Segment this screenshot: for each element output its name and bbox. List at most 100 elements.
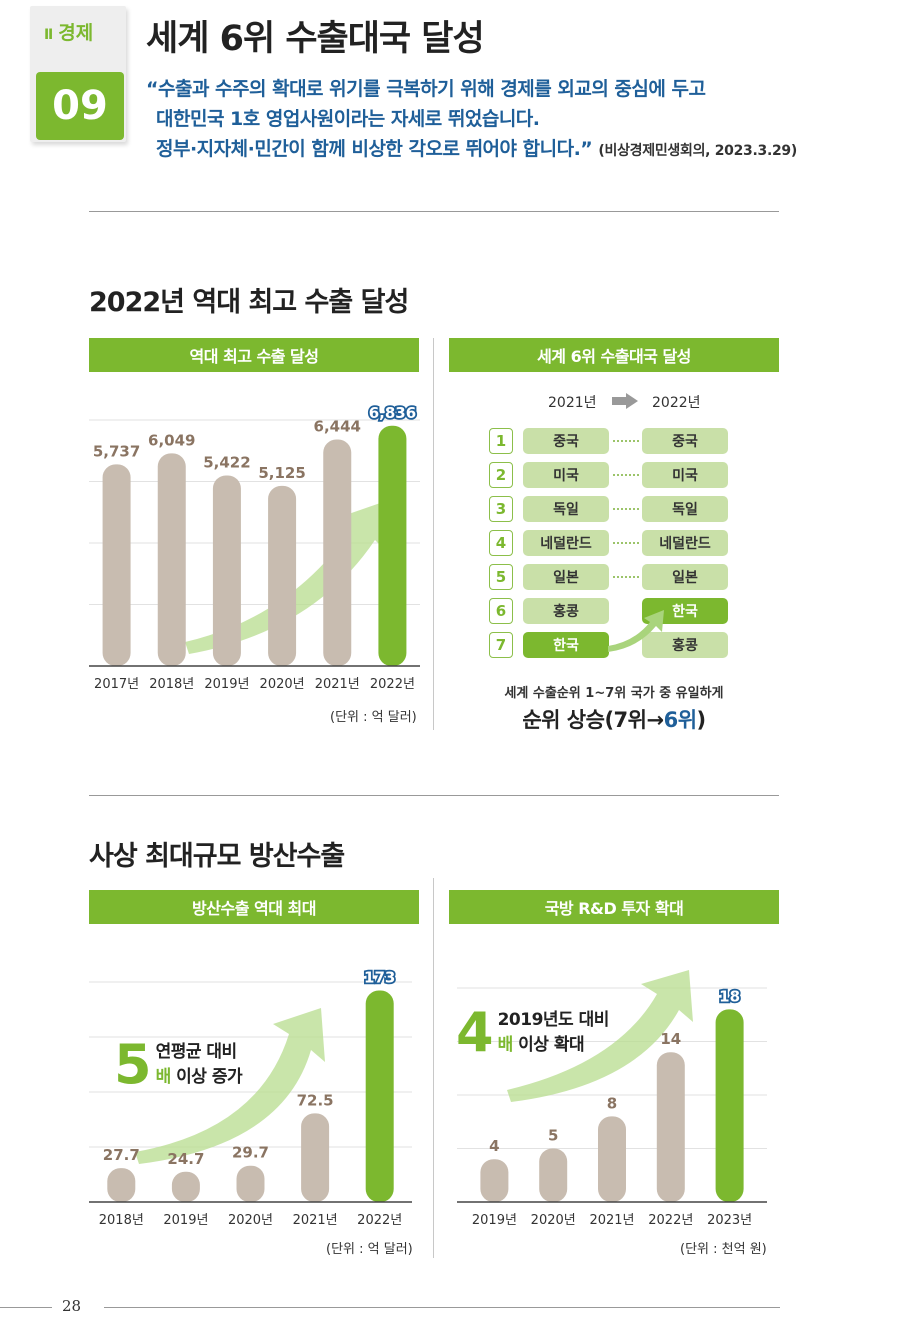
- export-bar-chart: 5,737 2017년 6,049 2018년 5,422 2019년 5,125 2020년…: [89, 402, 420, 692]
- export-panel-header: 역대 최고 수출 달성: [89, 338, 419, 372]
- export-unit: (단위 : 억 달러): [330, 710, 417, 725]
- bar: [323, 439, 352, 666]
- quote-line-1: “수출과 수주의 확대로 위기를 극복하기 위해 경제를 외교의 중심에 두고: [146, 78, 706, 100]
- rank-2021-item: 중국: [523, 428, 609, 454]
- bar-value-label: 18: [719, 987, 740, 1005]
- bar: [378, 425, 407, 666]
- rank-number: 2: [489, 462, 513, 488]
- rank-2022-item: 홍콩: [642, 632, 728, 658]
- defense-callout-number: 5: [114, 1033, 152, 1096]
- page-number: 28: [62, 1297, 82, 1315]
- bar-value-label: 6,444: [314, 418, 361, 436]
- rank-2021-item: 네덜란드: [523, 530, 609, 556]
- rank-2021-item: 일본: [523, 564, 609, 590]
- chapter-number: 09: [36, 72, 124, 140]
- category-label: 2023년: [707, 1213, 752, 1228]
- category-label: 2020년: [531, 1213, 576, 1228]
- bar-value-label: 5,737: [93, 442, 140, 460]
- quote-line-3-text: 정부·지자체·민간이 함께 비상한 각오로 뛰어야 합니다.”: [156, 138, 593, 160]
- bar: [656, 1052, 685, 1202]
- rank-number: 7: [489, 632, 513, 658]
- rank-number: 3: [489, 496, 513, 522]
- bar: [598, 1116, 626, 1202]
- page-title: 세계 6위 수출대국 달성: [146, 19, 485, 59]
- bar: [171, 1171, 200, 1202]
- bar: [157, 453, 186, 666]
- bar-value-label: 173: [364, 969, 395, 987]
- category-label: 2018년: [99, 1213, 144, 1228]
- category-label: 2021년: [315, 677, 360, 692]
- bar-value-label: 14: [660, 1030, 681, 1048]
- ranking-result-highlight: 6위: [663, 708, 697, 732]
- rnd-callout-text: 2019년도 대비 배 이상 확대: [497, 1008, 610, 1058]
- defense-callout-rest: 이상 증가: [170, 1067, 243, 1087]
- defense-callout: 5 연평균 대비 배 이상 증가: [114, 1033, 243, 1096]
- chapter-tab: Ⅱ 경제 09: [22, 6, 130, 146]
- bar: [715, 1009, 744, 1202]
- category-label: 2021년: [293, 1213, 338, 1228]
- bar: [268, 485, 297, 666]
- rnd-callout: 4 2019년도 대비 배 이상 확대: [456, 1006, 609, 1060]
- quote-line-3: 정부·지자체·민간이 함께 비상한 각오로 뛰어야 합니다.” (비상경제민생회…: [146, 134, 797, 166]
- bar-value-label: 6,049: [148, 431, 195, 449]
- defense-callout-line1: 연평균 대비: [155, 1042, 238, 1062]
- rnd-bar-chart: 4 2019년 5 2020년 8 2021년 14 2022년 18 2023년: [457, 970, 767, 1228]
- category-label: 2018년: [149, 677, 194, 692]
- bar-value-label: 5: [548, 1127, 558, 1145]
- rank-number: 1: [489, 428, 513, 454]
- defense-callout-text: 연평균 대비 배 이상 증가: [156, 1040, 243, 1090]
- header-divider: [89, 211, 779, 212]
- quote-line-2: 대한민국 1호 영업사원이라는 자세로 뛰었습니다.: [156, 108, 540, 130]
- bar: [365, 990, 394, 1202]
- rnd-callout-green: 배: [497, 1035, 514, 1055]
- category-label: 2017년: [94, 677, 139, 692]
- bar-value-label: 5,422: [203, 453, 250, 471]
- footer-line-left: [0, 1307, 52, 1308]
- rnd-panel-header: 국방 R&D 투자 확대: [449, 890, 779, 924]
- bar-value-label: 4: [489, 1137, 499, 1155]
- bar: [301, 1113, 330, 1202]
- bar-value-label: 27.7: [103, 1146, 140, 1164]
- chapter-label: Ⅱ 경제: [44, 18, 93, 45]
- ranking-panel-header: 세계 6위 수출대국 달성: [449, 338, 779, 372]
- trend-arrow-icon: [135, 1008, 325, 1164]
- category-label: 2019년: [204, 677, 249, 692]
- rnd-callout-line2: 배 이상 확대: [498, 1033, 609, 1058]
- rank-2021-item: 독일: [523, 496, 609, 522]
- ranking-result-prefix: 순위 상승(7위→: [522, 708, 664, 732]
- section1-divider: [433, 338, 434, 730]
- rank-2021-item: 미국: [523, 462, 609, 488]
- right-arrow-icon: [612, 393, 638, 409]
- bar: [236, 1165, 265, 1202]
- section2-divider: [433, 878, 434, 1258]
- rank-2022-item: 중국: [642, 428, 728, 454]
- defense-export-bar-chart: 27.7 2018년 24.7 2019년 29.7 2020년 72.5 2021년 173 2…: [89, 967, 412, 1228]
- defense-panel-header: 방산수출 역대 최대: [89, 890, 419, 924]
- category-label: 2020년: [228, 1213, 273, 1228]
- quote-source: (비상경제민생회의, 2023.3.29): [598, 143, 797, 159]
- rank-2021-item: 한국: [523, 632, 609, 658]
- rank-year-2021: 2021년: [548, 395, 597, 411]
- defense-unit: (단위 : 억 달러): [326, 1242, 413, 1257]
- trend-arrow-icon: [507, 970, 693, 1102]
- rnd-callout-number: 4: [456, 1001, 494, 1064]
- bar-value-label: 6,836: [369, 404, 416, 422]
- rnd-unit: (단위 : 천억 원): [680, 1242, 767, 1257]
- bar: [102, 464, 131, 666]
- bar: [480, 1159, 509, 1202]
- bar-value-label: 29.7: [232, 1144, 269, 1162]
- rank-2021-item: 홍콩: [523, 598, 609, 624]
- rank-2022-item: 네덜란드: [642, 530, 728, 556]
- rank-2022-item: 미국: [642, 462, 728, 488]
- defense-callout-line2: 배 이상 증가: [156, 1065, 243, 1090]
- category-label: 2022년: [648, 1213, 693, 1228]
- rank-2022-item: 일본: [642, 564, 728, 590]
- ranking-result: 순위 상승(7위→6위): [449, 704, 779, 734]
- section2-title: 사상 최대규모 방산수출: [89, 841, 345, 872]
- bar-value-label: 5,125: [258, 464, 305, 482]
- rnd-callout-line1: 2019년도 대비: [497, 1010, 610, 1030]
- rank-connector: [613, 542, 639, 544]
- bar: [107, 1168, 136, 1202]
- bar-value-label: 24.7: [167, 1150, 204, 1168]
- rank-number: 6: [489, 598, 513, 624]
